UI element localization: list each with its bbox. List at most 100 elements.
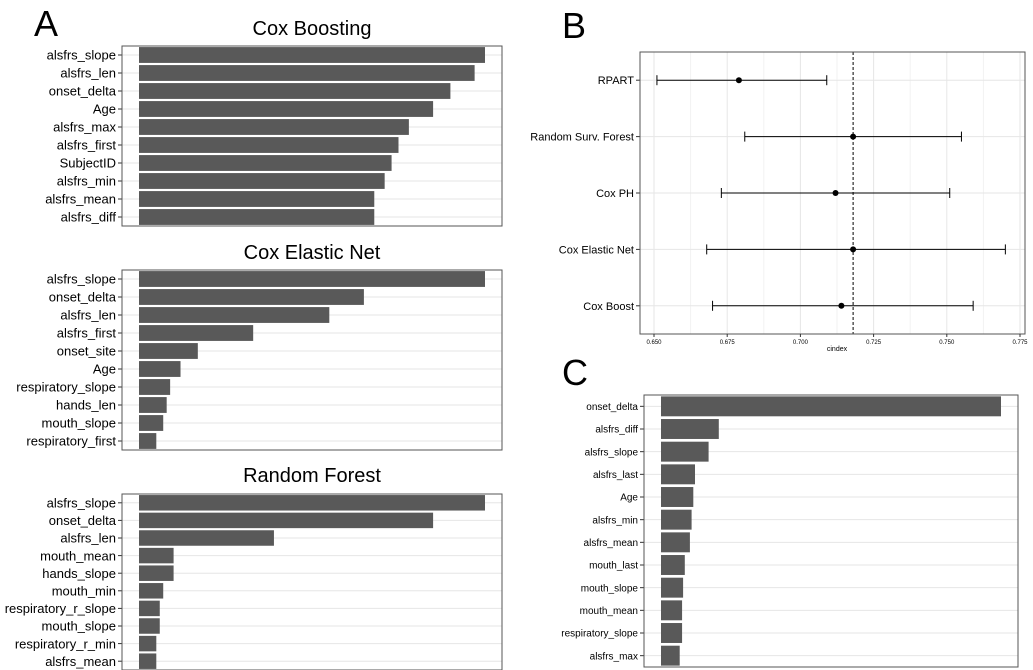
chart-title: Cox Boosting	[253, 18, 372, 40]
category-label: onset_delta	[49, 84, 117, 99]
bar	[661, 600, 683, 621]
category-label: respiratory_r_min	[15, 636, 116, 651]
category-label: mouth_last	[589, 561, 638, 572]
category-label: alsfrs_len	[60, 308, 116, 323]
category-label: alsfrs_mean	[584, 538, 638, 549]
category-label: Age	[93, 362, 116, 377]
chart-title: Random Forest	[243, 465, 381, 487]
category-label: hands_len	[56, 398, 116, 413]
category-label: onset_delta	[49, 513, 117, 528]
x-tick-label: 0.650	[646, 340, 662, 346]
bar	[661, 464, 695, 485]
x-tick-label: 0.700	[793, 340, 809, 346]
panel-border	[643, 394, 1019, 668]
category-label: alsfrs_slope	[47, 495, 116, 510]
bar	[661, 396, 1001, 417]
x-tick-label: 0.775	[1012, 340, 1028, 346]
bar	[139, 635, 157, 652]
category-label: alsfrs_min	[57, 174, 116, 189]
panel-label-b: B	[562, 5, 586, 46]
bar	[139, 209, 375, 225]
category-label: respiratory_first	[26, 434, 116, 449]
category-label: onset_delta	[49, 290, 117, 305]
bar-panel-0: Cox Boosting alsfrs_slope alsfrs_len onset_…	[45, 18, 503, 227]
bar	[139, 271, 485, 287]
bar	[139, 495, 485, 511]
bar	[661, 645, 680, 666]
category-label: RPART	[598, 75, 635, 87]
category-label: alsfrs_mean	[45, 654, 116, 669]
bar	[139, 583, 164, 599]
bar	[139, 415, 164, 431]
category-label: mouth_min	[52, 583, 116, 598]
bar	[139, 83, 451, 99]
bar	[661, 623, 683, 643]
bar	[139, 343, 198, 359]
errorbar-panel: RPART Random Surv. Forest Cox PH Cox Elasti…	[530, 51, 1028, 353]
bar	[139, 433, 157, 449]
category-label: alsfrs_slope	[47, 272, 116, 287]
point-estimate	[832, 190, 839, 196]
category-label: mouth_slope	[42, 619, 116, 634]
category-label: mouth_mean	[580, 606, 638, 617]
category-label: onset_delta	[586, 402, 638, 413]
category-label: alsfrs_len	[60, 531, 116, 546]
bar	[139, 289, 364, 305]
bar	[139, 119, 409, 135]
point-estimate	[850, 133, 857, 140]
bar	[139, 397, 167, 413]
plots-layer: Cox Boosting alsfrs_slope alsfrs_len onset_…	[5, 18, 1028, 670]
point-estimate	[838, 302, 845, 309]
bar	[661, 487, 694, 507]
panel-border	[121, 269, 503, 451]
category-label: Age	[93, 102, 116, 117]
bar	[139, 65, 475, 81]
bar	[661, 532, 690, 553]
category-label: alsfrs_slope	[47, 48, 116, 63]
bar	[139, 618, 160, 634]
bar	[661, 441, 709, 462]
bar	[139, 101, 434, 117]
bar	[661, 509, 692, 530]
panel-border	[121, 45, 503, 227]
bar	[139, 547, 174, 564]
bar	[139, 155, 392, 171]
bar-panel-1: Cox Elastic Net alsfrs_slope onset_deltaal…	[16, 242, 503, 451]
point-estimate	[735, 77, 742, 84]
bar-panel-4: onset_delta alsfrs_diff alsfrs_slopealsfrs…	[561, 394, 1019, 668]
category-label: Cox PH	[596, 188, 634, 200]
bar-panel-2: Random Forest alsfrs_slope onset_deltaalsf…	[5, 465, 503, 670]
category-label: alsfrs_max	[590, 651, 638, 662]
category-label: Age	[620, 493, 638, 504]
category-label: alsfrs_mean	[45, 192, 116, 207]
category-label: hands_slope	[42, 566, 116, 581]
bar	[139, 530, 274, 546]
category-label: alsfrs_diff	[595, 425, 638, 436]
category-label: onset_site	[57, 344, 116, 359]
x-axis-label: cindex	[827, 346, 848, 353]
category-label: alsfrs_first	[57, 326, 117, 341]
bar	[139, 361, 181, 377]
category-label: alsfrs_max	[53, 120, 116, 135]
bar	[139, 565, 174, 581]
bar	[661, 555, 685, 575]
category-label: alsfrs_slope	[585, 447, 639, 458]
category-label: respiratory_slope	[561, 629, 638, 640]
bar	[139, 325, 254, 341]
bar	[139, 191, 375, 207]
bar	[139, 600, 160, 617]
category-label: Cox Elastic Net	[559, 244, 634, 256]
bar	[139, 307, 330, 323]
panel-border	[121, 493, 503, 670]
category-label: alsfrs_diff	[61, 210, 117, 225]
point-estimate	[850, 246, 857, 253]
bar	[661, 577, 684, 598]
bar	[139, 379, 171, 395]
bar	[139, 137, 399, 153]
category-label: alsfrs_len	[60, 66, 116, 81]
x-tick-label: 0.675	[720, 340, 736, 346]
category-label: alsfrs_last	[593, 470, 638, 481]
bar	[139, 512, 434, 529]
category-label: respiratory_r_slope	[5, 601, 116, 616]
